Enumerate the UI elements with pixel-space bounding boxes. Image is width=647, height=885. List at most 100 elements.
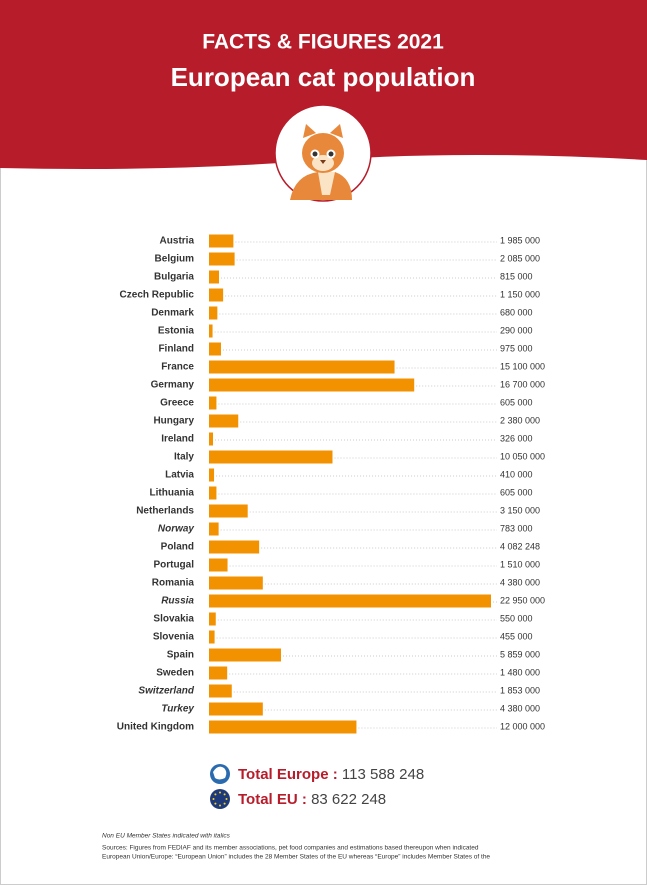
- bar: [209, 414, 239, 428]
- bar: [209, 432, 214, 446]
- title: FACTS & FIGURES 2021: [202, 31, 444, 54]
- bar: [209, 378, 415, 392]
- bar: [209, 594, 491, 608]
- value-label: 680 000: [500, 307, 533, 317]
- total-label: Total Europe: [238, 766, 329, 783]
- bar: [209, 666, 228, 680]
- bar: [209, 396, 217, 410]
- bar: [209, 522, 219, 536]
- bar: [209, 468, 215, 482]
- bar: [209, 450, 333, 464]
- value-label: 1 150 000: [500, 289, 540, 299]
- subtitle: European cat population: [171, 62, 476, 92]
- bar: [209, 486, 217, 500]
- cat-badge: [274, 104, 372, 202]
- value-label: 455 000: [500, 631, 533, 641]
- value-label: 4 380 000: [500, 703, 540, 713]
- italics-note: Non EU Member States indicated with ital…: [102, 833, 231, 840]
- value-label: 16 700 000: [500, 379, 545, 389]
- bar: [209, 630, 215, 644]
- total-value: 113 588 248: [342, 766, 424, 783]
- value-label: 1 480 000: [500, 667, 540, 677]
- category-label: Russia: [161, 596, 194, 607]
- value-label: 10 050 000: [500, 451, 545, 461]
- value-label: 326 000: [500, 433, 533, 443]
- category-label: Sweden: [156, 668, 194, 679]
- value-label: 605 000: [500, 397, 533, 407]
- sources-note: Sources: Figures from FEDIAF and its mem…: [102, 845, 479, 852]
- value-label: 2 380 000: [500, 415, 540, 425]
- category-label: Netherlands: [136, 506, 194, 517]
- value-label: 5 859 000: [500, 649, 540, 659]
- category-label: Poland: [161, 542, 194, 553]
- value-label: 550 000: [500, 613, 533, 623]
- value-label: 1 985 000: [500, 235, 540, 245]
- value-label: 290 000: [500, 325, 533, 335]
- bar: [209, 540, 260, 554]
- value-label: 1 853 000: [500, 685, 540, 695]
- bar: [209, 234, 234, 248]
- bar: [209, 720, 357, 734]
- bar: [209, 288, 224, 302]
- bar: [209, 648, 281, 662]
- category-label: Latvia: [165, 470, 194, 481]
- totals: Total Europe : 113 588 248 Total EU : 83 …: [210, 764, 424, 809]
- category-label: Bulgaria: [154, 272, 194, 283]
- sources-note: European Union/Europe: “European Union” …: [102, 854, 490, 861]
- category-label: Spain: [167, 650, 194, 661]
- bar: [209, 360, 395, 374]
- value-label: 2 085 000: [500, 253, 540, 263]
- bar: [209, 612, 216, 626]
- category-label: Austria: [160, 236, 195, 247]
- value-label: 410 000: [500, 469, 533, 479]
- bar: [209, 342, 221, 356]
- bar: [209, 324, 213, 338]
- bar: [209, 558, 228, 572]
- category-label: United Kingdom: [117, 722, 194, 733]
- total-label: Total EU: [238, 791, 298, 808]
- bar-chart: Austria 1 985 000 Belgium 2 085 000 Bulgaria…: [117, 234, 545, 734]
- bar: [209, 306, 218, 320]
- category-label: Italy: [174, 452, 194, 463]
- bar: [209, 504, 248, 518]
- category-label: Norway: [158, 524, 195, 535]
- value-label: 815 000: [500, 271, 533, 281]
- header-band: [0, 0, 647, 169]
- total: Total EU : 83 622 248: [238, 791, 386, 808]
- value-label: 975 000: [500, 343, 533, 353]
- category-label: Czech Republic: [120, 290, 195, 301]
- category-label: Switzerland: [138, 686, 194, 697]
- bar: [209, 270, 220, 284]
- value-label: 4 380 000: [500, 577, 540, 587]
- total-value: 83 622 248: [311, 791, 386, 808]
- value-label: 12 000 000: [500, 721, 545, 731]
- value-label: 1 510 000: [500, 559, 540, 569]
- total: Total Europe : 113 588 248: [238, 766, 424, 783]
- category-label: Estonia: [158, 326, 195, 337]
- category-label: France: [161, 362, 194, 373]
- category-label: Germany: [151, 380, 195, 391]
- category-label: Hungary: [153, 416, 194, 427]
- category-label: Belgium: [155, 254, 195, 265]
- category-label: Ireland: [161, 434, 194, 445]
- category-label: Romania: [152, 578, 195, 589]
- value-label: 783 000: [500, 523, 533, 533]
- category-label: Lithuania: [150, 488, 195, 499]
- category-label: Turkey: [161, 704, 194, 715]
- category-label: Slovakia: [153, 614, 194, 625]
- category-label: Greece: [160, 398, 194, 409]
- total-separator: :: [329, 766, 342, 783]
- bar: [209, 252, 235, 266]
- bar: [209, 684, 232, 698]
- category-label: Portugal: [153, 560, 194, 571]
- bar: [209, 576, 263, 590]
- value-label: 3 150 000: [500, 505, 540, 515]
- value-label: 22 950 000: [500, 595, 545, 605]
- total-separator: :: [298, 791, 311, 808]
- value-label: 15 100 000: [500, 361, 545, 371]
- category-label: Slovenia: [153, 632, 195, 643]
- bar: [209, 702, 263, 716]
- value-label: 605 000: [500, 487, 533, 497]
- category-label: Denmark: [151, 308, 194, 319]
